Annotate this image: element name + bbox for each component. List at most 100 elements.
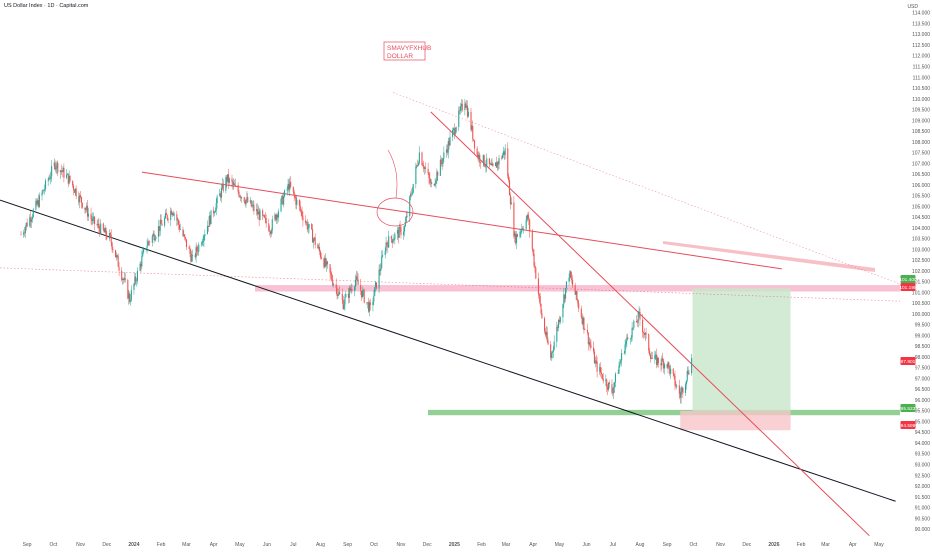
candle-body [190,253,192,262]
price-label-text: 95.523 [901,406,916,412]
y-tick-label: 105.500 [912,194,930,200]
candle-body [104,228,106,233]
candle-body [424,167,427,169]
candle-body [292,186,294,192]
candle-body [382,255,384,257]
candle-body [249,200,251,203]
candle-body [54,162,56,170]
candle-body [556,326,558,342]
candle-body [270,230,272,234]
y-tick-label: 90.000 [915,527,931,533]
trendline [0,199,896,502]
candle-body [514,233,516,237]
candle-body [72,180,74,186]
candle-body [108,233,110,239]
candle-body [306,222,308,230]
currency-label: USD [907,4,918,10]
candle-body [416,164,418,167]
candle-body [294,195,296,198]
candle-body [317,244,319,249]
candle-body [417,162,420,166]
candle-body [668,362,670,367]
candle-body [676,385,678,387]
candle-body [578,303,580,309]
candle-body [483,155,485,166]
candle-body [79,195,82,198]
candle-body [214,210,216,213]
dotted-guide-line [392,92,901,285]
y-tick-label: 101.000 [912,290,930,296]
x-tick-label: Sep [23,542,32,548]
candle-body [80,197,82,203]
x-tick-label: Mar [502,542,511,548]
candle-body [23,232,26,234]
candle-body [608,382,610,385]
candle-body [231,178,233,183]
x-tick-label: Feb [477,542,486,548]
x-tick-label: Nov [716,542,725,548]
candle-body [130,289,132,301]
candle-body [110,234,112,243]
candle-body [287,183,289,190]
candle-body [526,215,528,221]
candle-body [277,211,279,218]
candle-body [448,141,450,146]
candle-body [332,280,334,286]
candle-body [240,196,242,199]
candle-body [437,171,439,176]
candle-body [245,200,247,205]
x-tick-label: Jun [583,542,591,548]
y-tick-label: 104.500 [912,215,930,221]
candle-body [412,183,414,193]
candle-body [61,171,63,172]
candle-body [349,287,351,291]
candle-body [482,155,484,164]
candle-body [37,200,40,207]
y-tick-label: 101.500 [912,280,930,286]
candle-body [121,270,123,280]
candle-body [319,246,321,252]
candle-body [336,287,338,296]
candle-body [47,179,49,181]
candle-body [103,229,105,233]
candle-body [367,302,369,303]
candle-body [300,209,302,212]
annotation-box [383,41,426,61]
candle-body [247,197,249,203]
candle-body [473,140,476,149]
candle-body [403,231,405,236]
candle-body [183,234,185,236]
candle-body [607,387,609,390]
candle-body [570,271,572,278]
candle-body [79,195,81,203]
candle-body [243,197,245,203]
y-tick-label: 95.500 [915,409,931,415]
candle-body [298,199,300,206]
candle-body [558,319,560,323]
candle-body [330,272,332,275]
candle-body [117,255,119,267]
candle-body [92,218,94,222]
candle-body [379,269,381,271]
candle-body [661,358,663,366]
candle-body [32,209,34,217]
candle-body [461,103,463,111]
candle-body [111,242,113,250]
candle-body [347,293,349,298]
candle-body [418,152,420,163]
candle-body [539,296,541,305]
candle-body [299,205,301,210]
candle-body [595,360,597,362]
y-tick-label: 93.500 [915,452,931,458]
candle-body [326,261,328,266]
candle-body [283,190,286,197]
candle-body [363,290,365,303]
candle-body [24,227,26,233]
candle-body [531,231,533,249]
candle-body [166,215,168,220]
candle-body [312,239,314,243]
x-tick-label: Jun [263,542,271,548]
candle-body [440,159,442,163]
